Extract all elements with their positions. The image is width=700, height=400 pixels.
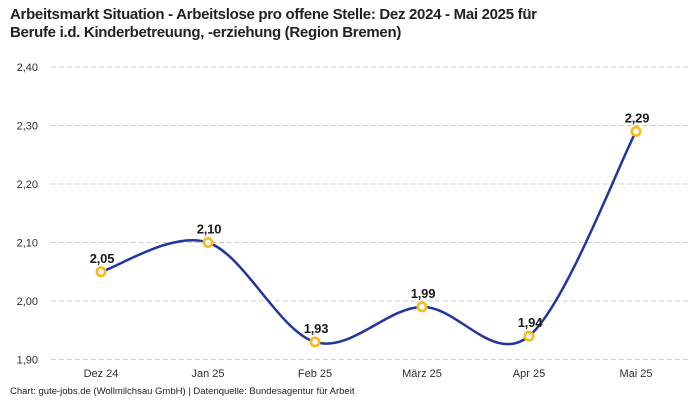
- data-point-label: 2,10: [197, 222, 222, 237]
- x-tick-label: Apr 25: [513, 368, 545, 380]
- data-point-marker: [630, 125, 642, 137]
- data-point-marker: [523, 330, 535, 342]
- x-tick-label: Mai 25: [619, 368, 652, 380]
- chart-title: Arbeitsmarkt Situation - Arbeitslose pro…: [10, 6, 690, 42]
- data-point-marker: [416, 301, 428, 313]
- series-line: [99, 130, 638, 346]
- y-tick-label: 2,20: [17, 179, 38, 191]
- data-point-marker: [202, 237, 214, 249]
- y-tick-label: 1,90: [17, 355, 38, 367]
- x-tick-label: März 25: [402, 368, 442, 380]
- chart-title-line1: Arbeitsmarkt Situation - Arbeitslose pro…: [10, 6, 537, 23]
- data-point-label: 1,93: [304, 321, 329, 336]
- data-point-label: 2,05: [90, 251, 115, 266]
- y-tick-label: 2,30: [17, 121, 38, 133]
- x-tick-label: Feb 25: [298, 368, 332, 380]
- y-tick-label: 2,10: [17, 238, 38, 250]
- data-point-label: 2,29: [625, 110, 650, 125]
- data-point-marker: [95, 266, 107, 278]
- data-point-label: 1,99: [411, 286, 436, 301]
- chart-title-line2: Berufe i.d. Kinderbetreuung, -erziehung …: [10, 24, 402, 41]
- y-tick-label: 2,00: [17, 296, 38, 308]
- x-tick-label: Dez 24: [84, 368, 119, 380]
- data-point-label: 1,94: [518, 315, 543, 330]
- data-point-marker: [309, 336, 321, 348]
- chart-credit: Chart: gute-jobs.de (Wollmilchsau GmbH) …: [10, 386, 355, 397]
- x-tick-label: Jan 25: [191, 368, 224, 380]
- y-tick-label: 2,40: [17, 62, 38, 74]
